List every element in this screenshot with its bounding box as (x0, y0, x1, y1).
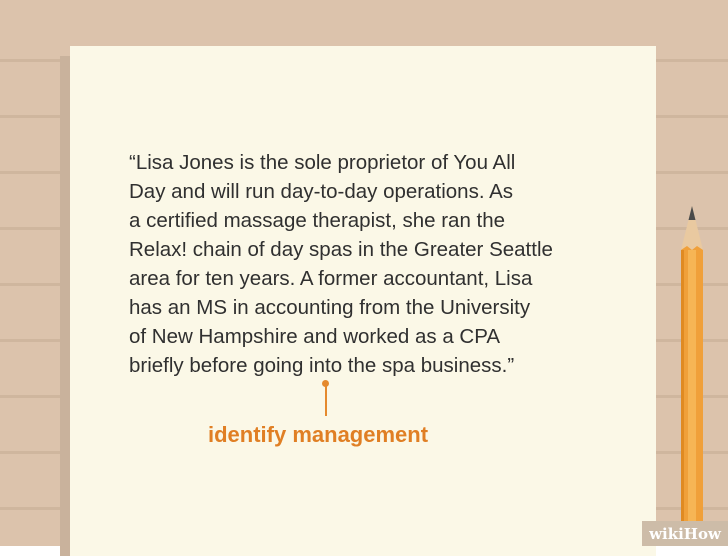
quote-line: Relax! chain of day spas in the Greater … (129, 238, 553, 261)
wikihow-watermark: wikiHow (642, 521, 728, 546)
quote-line: briefly before going into the spa busine… (129, 354, 515, 377)
annotation-label: identify management (208, 422, 429, 447)
paper-sheet (70, 46, 656, 556)
quote-line: “Lisa Jones is the sole proprietor of Yo… (129, 151, 516, 174)
quote-line: area for ten years. A former accountant,… (129, 267, 533, 290)
pointer-line (325, 384, 327, 416)
quote-line: a certified massage therapist, she ran t… (129, 209, 506, 232)
quote-text: “Lisa Jones is the sole proprietor of Yo… (129, 148, 629, 380)
quote-line: Day and will run day-to-day operations. … (129, 180, 514, 203)
quote-line: of New Hampshire and worked as a CPA (129, 325, 501, 348)
quote-line: has an MS in accounting from the Univers… (129, 296, 531, 319)
pointer-dot (322, 380, 329, 387)
pencil-icon (681, 206, 703, 546)
watermark-text: wikiHow (649, 524, 721, 543)
